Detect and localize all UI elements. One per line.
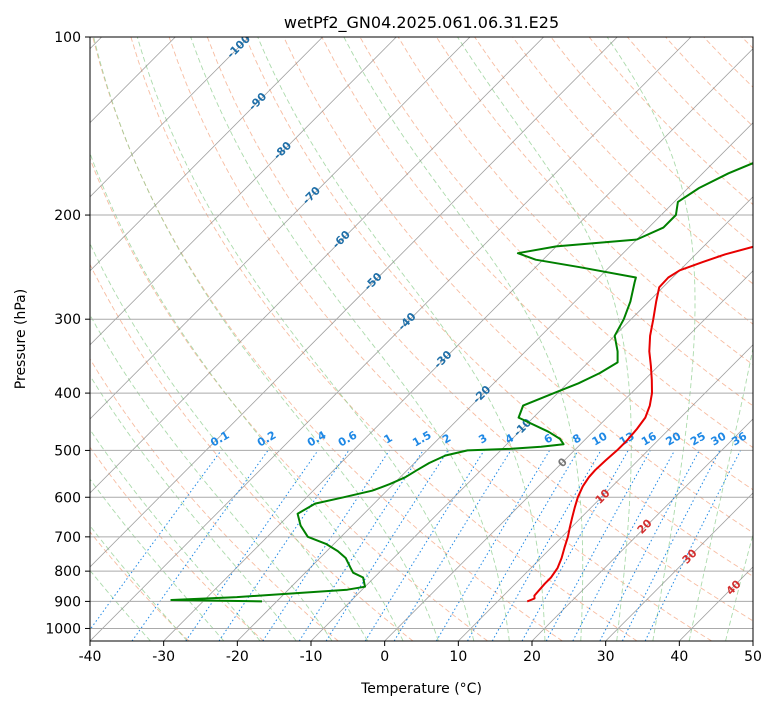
y-tick-label: 200 xyxy=(54,208,81,224)
moist-adiabat xyxy=(90,314,333,641)
moist-adiabat xyxy=(90,152,404,641)
sounding-profiles xyxy=(170,162,753,603)
isotherm-line xyxy=(90,37,692,641)
dry-adiabat xyxy=(90,446,264,641)
y-axis-label: Pressure (hPa) xyxy=(13,289,29,389)
mixing-ratio-line xyxy=(621,450,721,641)
dry-adiabat xyxy=(245,37,753,577)
mixing-ratio-line xyxy=(298,450,424,641)
isotherm-line xyxy=(237,122,753,641)
isotherm-line xyxy=(90,37,397,346)
mixing-ratio-line xyxy=(572,450,676,641)
dry-adiabat xyxy=(206,37,753,622)
dry-adiabat xyxy=(436,37,753,366)
moist-adiabat xyxy=(343,37,584,641)
mixing-ratio-line xyxy=(491,450,602,641)
moist-adiabat xyxy=(93,37,439,641)
isotherm-line xyxy=(310,196,753,641)
dry-adiabat xyxy=(90,157,488,641)
moist-adiabat xyxy=(90,374,297,641)
x-axis-label: Temperature (°C) xyxy=(360,681,482,697)
moist-adiabat xyxy=(725,532,753,641)
isotherm-line xyxy=(458,344,753,641)
temperature-profile xyxy=(526,245,753,603)
isotherm-line xyxy=(90,37,618,568)
isotherm-line xyxy=(90,37,250,198)
mixing-ratio-line xyxy=(644,450,741,641)
dry-adiabat xyxy=(321,37,753,491)
dry-adiabat xyxy=(90,358,339,641)
dry-adiabat xyxy=(130,37,638,641)
y-tick-label: 400 xyxy=(54,386,81,402)
x-tick-label: -40 xyxy=(79,649,102,665)
y-tick-label: 700 xyxy=(54,530,81,546)
x-tick-label: -20 xyxy=(226,649,249,665)
mixing-ratio-line xyxy=(545,450,651,641)
chart-title: wetPf2_GN04.2025.061.06.31.E25 xyxy=(284,13,559,33)
mixing-ratio-line xyxy=(218,450,350,641)
dry-adiabat xyxy=(168,37,712,641)
moist-adiabat xyxy=(688,345,753,641)
dry-adiabat xyxy=(359,37,753,449)
dry-adiabat xyxy=(90,263,414,641)
x-axis: -40 -30 -20 -10 0 10 20 30 40 50 xyxy=(79,641,762,665)
mixing-ratio-line xyxy=(364,450,485,641)
y-tick-label: 100 xyxy=(54,30,81,46)
x-tick-label: -10 xyxy=(300,649,323,665)
mixing-ratio-line xyxy=(90,450,222,631)
x-tick-label: 0 xyxy=(380,649,389,665)
moist-adiabat xyxy=(606,37,696,641)
mixing-ratio-line xyxy=(325,450,449,641)
y-tick-label: 500 xyxy=(54,443,81,459)
y-axis: 100 200 300 400 500 600 700 800 900 1000 xyxy=(45,30,90,637)
y-tick-label: 800 xyxy=(54,564,81,580)
y-tick-label: 1000 xyxy=(45,621,81,637)
dry-adiabat xyxy=(512,37,753,285)
moist-adiabat xyxy=(136,37,475,641)
isotherm-line xyxy=(90,37,544,494)
moist-adiabat xyxy=(190,37,510,641)
x-tick-label: 50 xyxy=(744,649,762,665)
dry-adiabat xyxy=(90,531,190,641)
background-lines xyxy=(90,37,753,641)
moist-adiabat xyxy=(90,242,368,641)
mixing-ratio-line xyxy=(521,450,629,641)
dry-adiabat xyxy=(92,37,563,641)
x-tick-label: -30 xyxy=(152,649,175,665)
isotherm-line xyxy=(384,270,753,641)
x-tick-label: 20 xyxy=(523,649,541,665)
x-tick-label: 40 xyxy=(670,649,688,665)
plot-frame xyxy=(89,36,754,642)
isotherm-line xyxy=(90,37,323,272)
isotherm-line xyxy=(531,418,753,641)
y-tick-label: 900 xyxy=(54,594,81,610)
mixing-ratio-line xyxy=(185,450,319,641)
isotherm-line xyxy=(605,492,753,641)
moist-adiabat xyxy=(257,37,546,641)
y-tick-label: 600 xyxy=(54,490,81,506)
isobar-grid xyxy=(90,37,753,629)
mixing-ratio-line xyxy=(131,450,269,641)
isotherm-line xyxy=(163,48,753,641)
dewpoint-profile xyxy=(170,162,753,603)
x-tick-label: 10 xyxy=(449,649,467,665)
x-tick-label: 30 xyxy=(597,649,615,665)
y-tick-label: 300 xyxy=(54,312,81,328)
moist-adiabat xyxy=(90,428,261,641)
moist-adiabat xyxy=(90,478,225,641)
isotherm-line xyxy=(90,37,471,420)
mixing-ratio-line xyxy=(393,450,512,641)
